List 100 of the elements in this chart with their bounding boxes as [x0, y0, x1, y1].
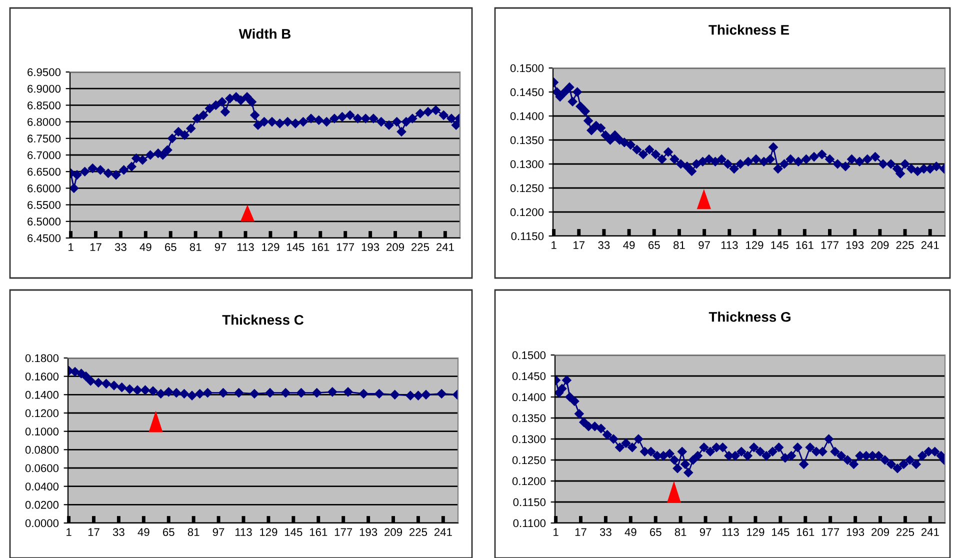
point: [328, 387, 338, 397]
y-tick-label: 0.1200: [25, 409, 59, 418]
x-tick-label: 225: [412, 243, 430, 252]
x-tick-label: 225: [896, 528, 914, 536]
x-tick-label: 145: [771, 241, 788, 250]
point: [70, 367, 80, 376]
y-tick-label: 0.1450: [512, 372, 546, 380]
x-tick-label: 177: [336, 243, 354, 251]
x-tick-label: 241: [921, 528, 939, 536]
y-tick-label: 6.8000: [28, 118, 61, 126]
y-tick-label: 0.1400: [25, 390, 59, 399]
y-tick-label: 0.1300: [510, 160, 544, 168]
point: [195, 389, 204, 398]
x-tick-label: 33: [598, 241, 610, 250]
y-tick-label: 0.1250: [512, 456, 546, 464]
chart-title: Width B: [238, 28, 291, 39]
point: [180, 389, 189, 398]
x-tick-label: 113: [237, 243, 254, 252]
point: [250, 389, 260, 398]
x-tick-label: 209: [872, 528, 890, 536]
point: [140, 385, 150, 395]
x-tick-label: 129: [747, 528, 764, 536]
y-tick-label: 6.4500: [28, 234, 61, 242]
point: [156, 389, 166, 398]
y-tick-label: 6.5000: [28, 218, 61, 226]
x-tick-label: 65: [650, 528, 662, 536]
point: [436, 389, 446, 398]
y-tick-label: 6.7000: [28, 151, 61, 160]
point: [148, 386, 158, 396]
x-tick-label: 1: [66, 528, 72, 536]
x-tick-label: 97: [214, 243, 226, 252]
x-tick-label: 209: [386, 243, 404, 252]
x-tick-label: 209: [871, 241, 889, 250]
y-tick-label: 0.1150: [513, 498, 546, 506]
y-tick-label: 0.1100: [513, 519, 546, 528]
x-tick-label: 177: [821, 241, 838, 249]
x-tick-label: 113: [235, 528, 252, 536]
point: [124, 384, 134, 394]
point: [172, 388, 182, 398]
y-tick-label: 0.0000: [25, 519, 59, 528]
chart-title: Thickness C: [222, 314, 304, 325]
y-tick-label: 0.1350: [512, 414, 546, 422]
x-tick-label: 65: [165, 243, 176, 252]
x-tick-label: 193: [846, 241, 864, 250]
x-tick-label: 33: [112, 528, 124, 536]
x-tick-label: 113: [722, 528, 739, 536]
x-tick-label: 241: [434, 528, 452, 536]
x-tick-label: 241: [436, 243, 454, 251]
point: [374, 389, 384, 398]
y-tick-label: 0.1350: [510, 136, 544, 144]
point: [296, 388, 306, 398]
x-tick-label: 81: [674, 528, 686, 536]
x-tick-label: 177: [822, 528, 840, 536]
x-tick-label: 49: [138, 528, 150, 536]
x-tick-label: 129: [746, 241, 764, 250]
y-tick-label: 0.0800: [25, 446, 59, 454]
point: [94, 378, 104, 388]
point: [280, 388, 290, 398]
point: [312, 388, 322, 398]
y-tick-label: 6.7500: [28, 134, 61, 143]
point: [102, 379, 111, 388]
point: [81, 372, 91, 381]
point: [117, 382, 126, 392]
x-tick-label: 145: [287, 243, 304, 252]
y-tick-label: 0.1500: [512, 351, 546, 360]
y-tick-label: 0.1300: [512, 435, 546, 444]
x-tick-label: 17: [574, 241, 584, 249]
y-tick-label: 6.9000: [28, 84, 61, 93]
y-tick-label: 0.1600: [25, 372, 59, 380]
x-tick-label: 17: [575, 528, 586, 536]
x-tick-label: 113: [721, 241, 738, 250]
x-tick-label: 81: [188, 528, 200, 536]
y-tick-label: 0.1500: [510, 64, 544, 72]
x-tick-label: 1: [68, 243, 74, 251]
y-tick-label: 0.0200: [25, 500, 59, 509]
x-tick-label: 49: [624, 528, 636, 536]
x-tick-label: 193: [846, 528, 864, 536]
x-tick-label: 17: [88, 528, 100, 536]
x-tick-label: 97: [212, 528, 224, 536]
point: [109, 380, 119, 390]
x-tick-label: 241: [921, 241, 939, 249]
y-tick-label: 0.1200: [510, 208, 544, 216]
point: [406, 390, 416, 400]
x-tick-label: 145: [772, 528, 790, 536]
x-tick-label: 161: [310, 528, 328, 536]
point: [132, 385, 142, 395]
x-tick-label: 49: [140, 243, 152, 252]
chart-title: Thickness E: [708, 24, 789, 35]
y-tick-label: 0.0400: [25, 482, 59, 490]
x-tick-label: 129: [260, 528, 278, 536]
point: [164, 387, 174, 397]
y-tick-label: 0.1200: [512, 477, 546, 486]
y-tick-label: 0.1400: [510, 112, 544, 120]
x-tick-label: 1: [554, 528, 558, 536]
x-tick-label: 97: [700, 528, 712, 536]
x-tick-label: 145: [285, 528, 302, 536]
point: [218, 388, 228, 398]
point: [234, 388, 244, 398]
point: [187, 390, 197, 400]
point: [265, 388, 275, 398]
